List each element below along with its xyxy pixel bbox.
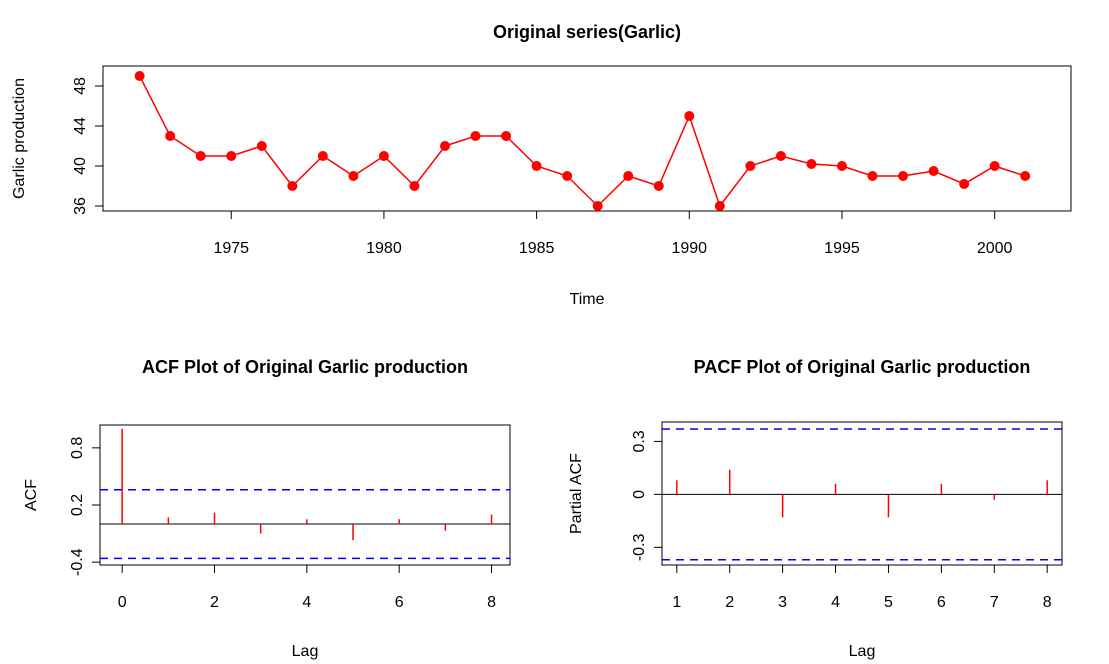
data-point — [806, 159, 817, 169]
data-point — [317, 151, 328, 161]
x-tick-label: 1975 — [213, 240, 249, 257]
x-tick-label: 8 — [487, 594, 496, 611]
plot-box — [102, 65, 1072, 212]
y-tick-label: -0.4 — [69, 548, 86, 576]
data-point — [714, 201, 725, 211]
x-tick-label: 4 — [302, 594, 311, 611]
x-tick-label: 6 — [395, 594, 404, 611]
data-point — [348, 171, 359, 181]
x-tick-label: 0 — [118, 594, 127, 611]
y-axis-label: Partial ACF — [568, 453, 585, 534]
data-point — [959, 179, 970, 189]
data-point — [501, 131, 512, 141]
x-tick-label: 5 — [884, 594, 893, 611]
data-point — [684, 111, 695, 121]
x-tick-label: 1 — [672, 594, 681, 611]
data-point — [775, 151, 786, 161]
x-tick-label: 1980 — [366, 240, 402, 257]
x-tick-label: 8 — [1043, 594, 1052, 611]
x-tick-label: 4 — [831, 594, 840, 611]
chart-title: Original series(Garlic) — [493, 22, 681, 42]
data-point — [195, 151, 206, 161]
y-axis-label: Garlic production — [11, 78, 28, 199]
data-point — [562, 171, 573, 181]
y-tick-label: 48 — [72, 77, 89, 95]
x-tick-label: 1990 — [671, 240, 707, 257]
x-axis-label: Time — [570, 291, 605, 308]
chart-title: ACF Plot of Original Garlic production — [142, 357, 468, 377]
data-point — [531, 161, 542, 171]
x-tick-label: 2 — [725, 594, 734, 611]
data-point — [592, 201, 603, 211]
x-tick-label: 1985 — [519, 240, 555, 257]
data-point — [378, 151, 389, 161]
data-point — [1020, 171, 1031, 181]
data-point — [653, 181, 664, 191]
x-tick-label: 6 — [937, 594, 946, 611]
y-tick-label: 36 — [72, 197, 89, 215]
data-point — [440, 141, 451, 151]
x-tick-label: 1995 — [824, 240, 860, 257]
data-point — [226, 151, 237, 161]
data-point — [989, 161, 1000, 171]
y-axis-label: ACF — [23, 479, 40, 511]
data-point — [898, 171, 909, 181]
x-axis-label: Lag — [292, 643, 319, 660]
y-tick-label: 0.3 — [631, 430, 648, 452]
series-line — [138, 75, 1026, 208]
data-point — [623, 171, 634, 181]
plot-box — [661, 421, 1063, 566]
y-tick-label: 0 — [631, 490, 648, 499]
x-tick-label: 2 — [210, 594, 219, 611]
data-point — [745, 161, 756, 171]
data-point — [836, 161, 847, 171]
data-point — [470, 131, 481, 141]
data-point — [867, 171, 878, 181]
y-tick-label: -0.3 — [631, 533, 648, 561]
data-point — [287, 181, 298, 191]
chart-title: PACF Plot of Original Garlic production — [694, 357, 1031, 377]
data-point — [134, 71, 145, 81]
plot-box — [99, 424, 511, 566]
data-point — [928, 166, 939, 176]
y-tick-label: 0.2 — [69, 494, 86, 516]
x-axis-label: Lag — [849, 643, 876, 660]
x-tick-label: 2000 — [977, 240, 1013, 257]
x-tick-label: 3 — [778, 594, 787, 611]
data-point — [256, 141, 267, 151]
data-point — [409, 181, 420, 191]
y-tick-label: 0.8 — [69, 437, 86, 459]
y-tick-label: 40 — [72, 157, 89, 175]
data-point — [165, 131, 176, 141]
y-tick-label: 44 — [72, 117, 89, 135]
x-tick-label: 7 — [990, 594, 999, 611]
